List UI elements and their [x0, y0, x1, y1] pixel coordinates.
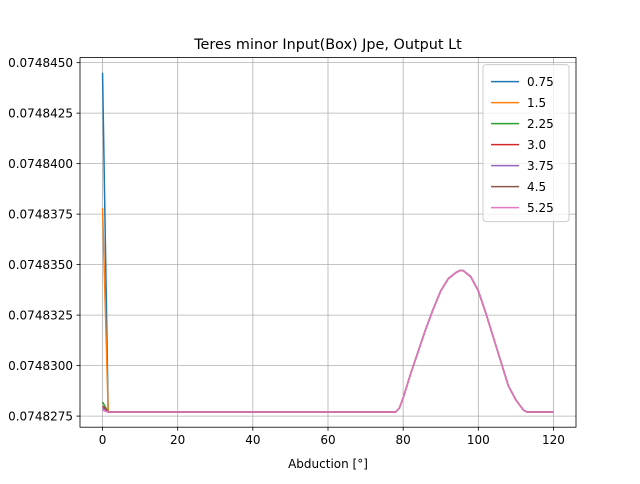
x-tick-label: 40 — [245, 433, 260, 447]
tick-layer: 0 20 40 60 80 100 120 0.0748275 0.0748300 0.07483… — [8, 56, 565, 447]
legend: 0.75 1.5 2.25 3.0 3.75 4.5 5.25 — [482, 64, 570, 223]
series-line-5-25 — [102, 269, 554, 413]
legend-label: 0.75 — [527, 75, 554, 89]
legend-label: 4.5 — [527, 180, 546, 194]
y-tick-label: 0.0748350 — [8, 258, 73, 272]
legend-box — [482, 64, 570, 223]
y-tick-label: 0.0748400 — [8, 157, 73, 171]
y-tick-label: 0.0748300 — [8, 359, 73, 373]
x-tick-label: 120 — [542, 433, 565, 447]
x-tick-label: 80 — [396, 433, 411, 447]
series-layer — [101, 72, 554, 413]
legend-label: 5.25 — [527, 201, 554, 215]
y-tick-label: 0.0748425 — [8, 106, 73, 120]
legend-label: 2.25 — [527, 117, 554, 131]
y-tick-label: 0.0748325 — [8, 308, 73, 322]
legend-label: 3.75 — [527, 159, 554, 173]
y-tick-label: 0.0748375 — [8, 207, 73, 221]
x-tick-label: 60 — [320, 433, 335, 447]
legend-label: 1.5 — [527, 96, 546, 110]
x-tick-label: 0 — [99, 433, 107, 447]
x-tick-label: 20 — [170, 433, 185, 447]
x-tick-label: 100 — [467, 433, 490, 447]
legend-label: 3.0 — [527, 138, 546, 152]
y-tick-label: 0.0748450 — [8, 56, 73, 70]
x-axis-label: Abduction [°] — [288, 457, 368, 471]
y-tick-label: 0.0748275 — [8, 409, 73, 423]
chart-title: Teres minor Input(Box) Jpe, Output Lt — [193, 37, 462, 53]
